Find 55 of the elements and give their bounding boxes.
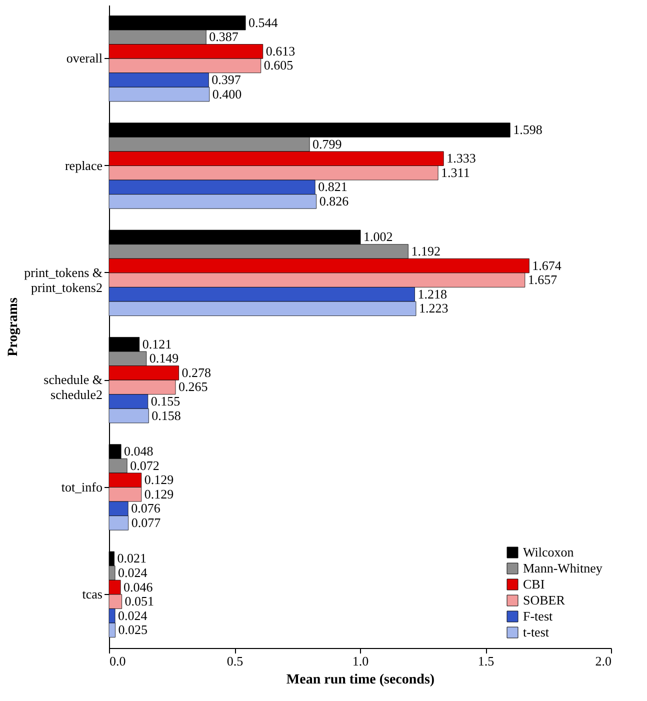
data-label: 0.265 — [178, 379, 208, 394]
data-label: 0.397 — [212, 72, 242, 88]
data-label: 0.046 — [124, 579, 154, 594]
y-tick-label: overall — [66, 50, 103, 66]
data-label: 0.826 — [319, 193, 350, 208]
data-label: 0.072 — [130, 458, 160, 473]
y-tick-label: replace — [64, 158, 103, 173]
legend-label: SOBER — [523, 592, 566, 608]
data-label: 0.799 — [312, 136, 342, 152]
x-axis-title: Mean run time (seconds) — [286, 672, 435, 688]
data-label: 1.192 — [411, 243, 440, 258]
legend-label: F-test — [523, 608, 553, 624]
data-label: 0.387 — [209, 29, 239, 44]
data-label: 0.400 — [212, 86, 242, 102]
data-label: 0.121 — [142, 336, 172, 352]
legend-label: t-test — [523, 624, 550, 640]
data-label: 1.674 — [532, 258, 562, 273]
legend-label: Mann-Whitney — [523, 560, 603, 576]
data-label: 0.149 — [149, 350, 179, 366]
data-label: 1.223 — [418, 300, 448, 316]
y-tick-label: print_tokens & print_tokens2 — [24, 264, 102, 295]
y-tick-label: schedule & schedule2 — [44, 372, 102, 402]
data-label: 1.218 — [418, 286, 447, 302]
y-tick-label: tcas — [82, 586, 102, 602]
data-label: 0.278 — [182, 364, 212, 380]
data-label: 0.129 — [144, 486, 174, 502]
legend-label: CBI — [523, 576, 545, 592]
x-tick-label: 1.5 — [478, 654, 494, 668]
data-label: 1.598 — [513, 122, 542, 138]
data-label: 0.021 — [117, 550, 147, 566]
data-label: 0.544 — [248, 14, 278, 30]
data-label: 0.605 — [264, 58, 294, 73]
x-tick-label: 0.5 — [226, 654, 244, 668]
data-label: 1.657 — [528, 272, 558, 288]
data-label: 0.821 — [318, 179, 348, 194]
data-label: 0.048 — [124, 444, 154, 459]
data-label: 0.613 — [266, 43, 296, 58]
y-tick-label: tot_info — [61, 479, 102, 494]
data-label: 0.076 — [131, 500, 161, 516]
data-label: 1.002 — [364, 229, 393, 244]
data-label: 0.077 — [131, 514, 162, 530]
data-label: 0.024 — [118, 564, 148, 580]
data-label: 0.129 — [144, 472, 174, 488]
data-label: 0.025 — [118, 622, 148, 638]
y-axis-title: Programs — [6, 297, 22, 356]
x-tick-label: 0.0 — [110, 654, 126, 668]
x-tick-label: 2.0 — [595, 654, 612, 668]
legend-label: Wilcoxon — [523, 544, 574, 560]
data-label: 1.333 — [446, 150, 476, 166]
data-label: 0.155 — [150, 394, 180, 409]
data-label: 0.158 — [152, 408, 181, 423]
data-label: 0.051 — [124, 594, 154, 609]
x-tick-label: 1.0 — [352, 654, 369, 668]
data-label: 1.311 — [441, 164, 470, 180]
data-label: 0.024 — [118, 608, 148, 623]
